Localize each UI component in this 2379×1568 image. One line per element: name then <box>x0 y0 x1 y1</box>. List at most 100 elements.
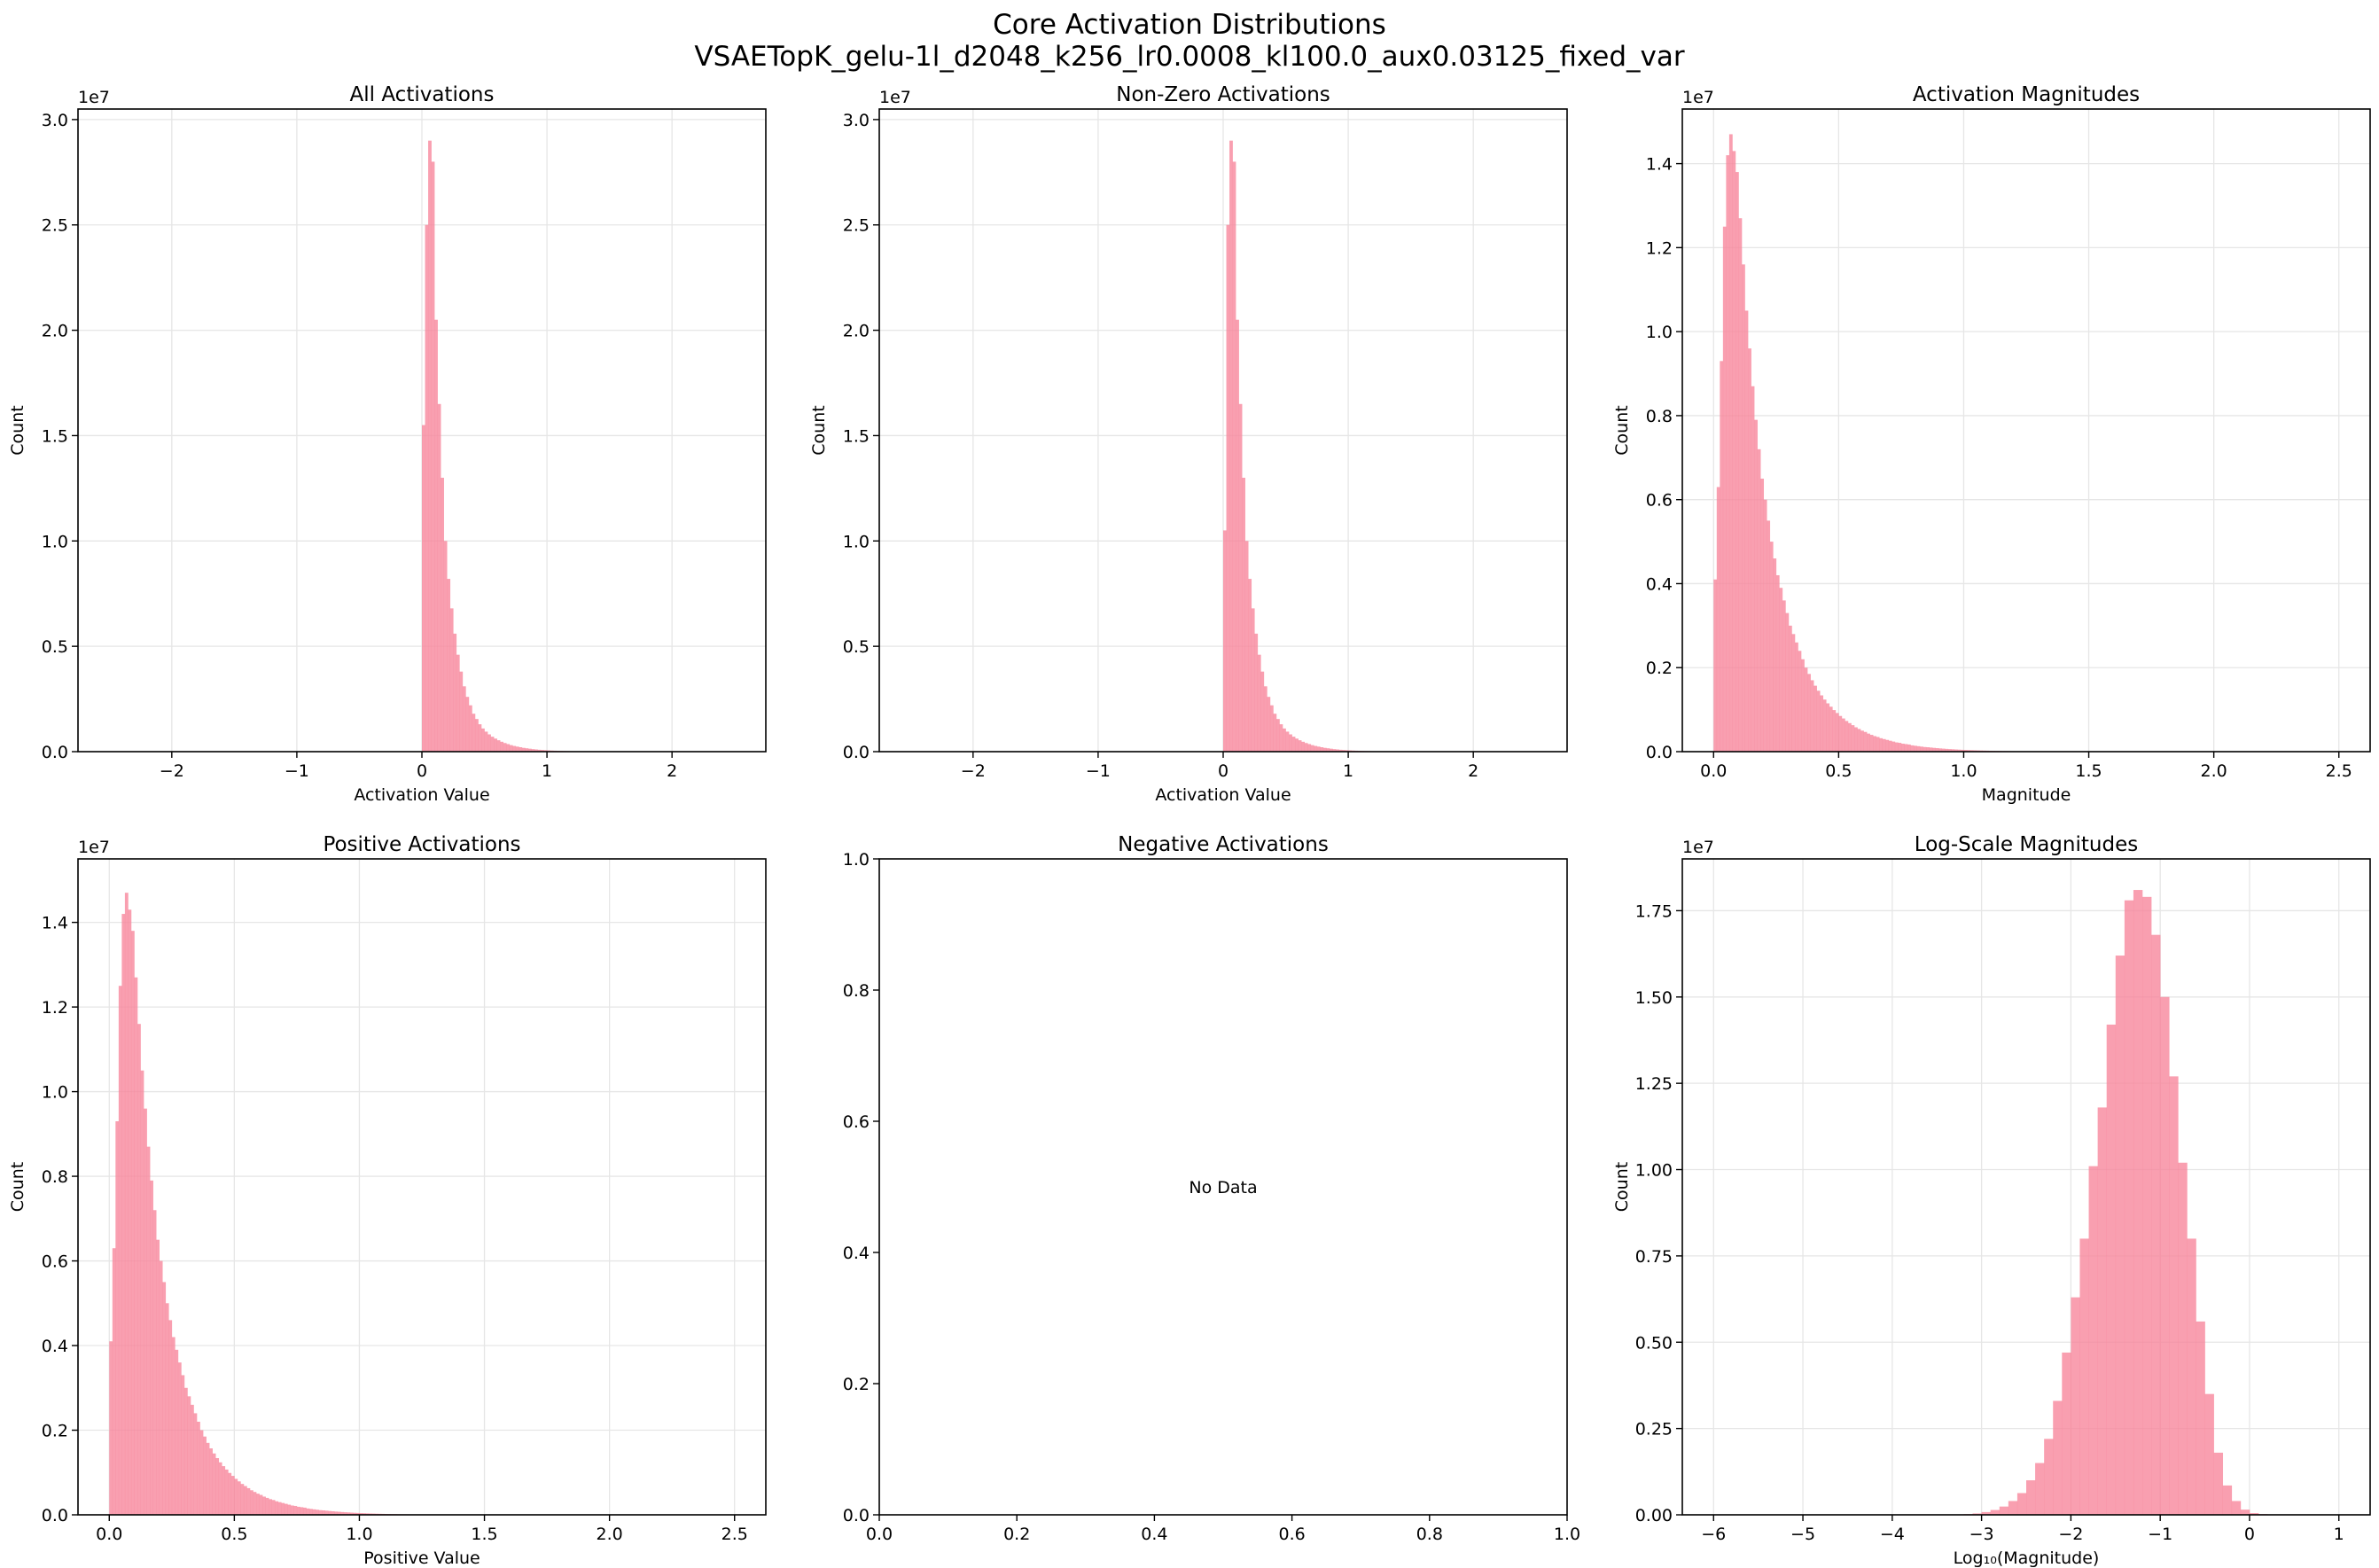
histogram-bar <box>1900 743 1905 752</box>
histogram-bar <box>494 738 497 752</box>
histogram-bar <box>171 1337 176 1515</box>
x-tick-label: −2 <box>160 761 184 781</box>
histogram-bar <box>2187 1238 2196 1515</box>
x-tick-label: 0.8 <box>1416 1525 1443 1544</box>
x-tick-label: 0 <box>2244 1525 2255 1544</box>
histogram-bar <box>1260 671 1265 752</box>
histogram-bar <box>465 697 470 752</box>
histogram-bar <box>134 977 138 1515</box>
histogram-bar <box>1788 625 1792 752</box>
histogram-bar <box>355 1512 360 1515</box>
histogram-bar <box>434 319 438 752</box>
x-tick-label: 2.0 <box>597 1525 623 1544</box>
histogram-bar <box>1269 705 1274 752</box>
histogram-bar <box>306 1508 310 1515</box>
histogram-bar <box>1763 499 1767 752</box>
histogram-bar <box>287 1504 292 1515</box>
histogram-bar <box>1716 487 1720 752</box>
histogram-bar <box>2160 996 2170 1515</box>
histogram-bar <box>2026 1480 2036 1515</box>
histogram-bar <box>359 1513 363 1515</box>
histogram-bar <box>222 1466 226 1515</box>
histogram-bar <box>2142 896 2152 1515</box>
y-tick-label: 0.4 <box>1646 574 1673 594</box>
histogram-bar <box>543 750 548 752</box>
histogram-bar <box>281 1502 285 1515</box>
x-axis-label: Activation Value <box>1155 785 1291 805</box>
histogram-bar <box>302 1507 307 1515</box>
histogram-bar <box>296 1506 300 1515</box>
histogram-bar <box>118 986 122 1515</box>
histogram-bar <box>349 1512 354 1515</box>
y-axis-label: Count <box>1612 1162 1632 1212</box>
y-tick-label: 1.0 <box>42 1083 68 1103</box>
histogram-bar <box>237 1481 241 1515</box>
histogram-bar <box>121 914 126 1515</box>
histogram-bar <box>1720 361 1724 752</box>
x-tick-label: 0.6 <box>1278 1525 1305 1544</box>
histogram-bar <box>1735 172 1739 752</box>
histogram-bar <box>1769 542 1774 752</box>
histogram-bar <box>1960 749 1964 752</box>
histogram-bar <box>137 1024 141 1515</box>
x-tick-label: 1.0 <box>346 1525 372 1544</box>
histogram-bar <box>1826 703 1830 752</box>
histogram-bar <box>224 1469 229 1515</box>
histogram-bar <box>481 728 485 752</box>
histogram-bar <box>1816 690 1821 752</box>
histogram-bar <box>1814 685 1817 752</box>
histogram-bar <box>1223 530 1227 752</box>
histogram-bar <box>1932 747 1937 752</box>
x-tick-label: −2 <box>961 761 986 781</box>
histogram-bar <box>156 1239 160 1515</box>
histogram-bar <box>250 1490 254 1515</box>
histogram-bar <box>2062 1352 2071 1515</box>
histogram-bar <box>1329 748 1333 752</box>
histogram-bar <box>1751 386 1755 752</box>
x-tick-label: 0.0 <box>96 1525 122 1544</box>
histogram-bar <box>1314 745 1318 752</box>
y-tick-label: 1.5 <box>42 426 68 446</box>
histogram-bar <box>183 1387 188 1515</box>
histogram-bar <box>1338 749 1343 752</box>
histogram-bar <box>1879 737 1884 752</box>
y-offset-label: 1e7 <box>1682 838 1714 857</box>
histogram-bar <box>262 1496 266 1515</box>
histogram-bar <box>1345 750 1349 752</box>
histogram-bar <box>115 1121 120 1515</box>
histogram-bar <box>1757 449 1761 752</box>
histogram-bar <box>1242 477 1245 752</box>
axes-frame <box>878 858 1568 1516</box>
histogram-bar <box>531 749 535 752</box>
histogram-bar <box>453 633 457 752</box>
histogram-bar <box>527 748 532 752</box>
y-tick-label: 0.4 <box>42 1337 68 1356</box>
histogram-bar <box>1904 744 1908 752</box>
y-axis-label: Count <box>809 405 829 455</box>
y-axis-label: Count <box>1612 405 1632 455</box>
histogram-bar <box>1767 520 1771 752</box>
histogram-bar <box>1279 724 1283 752</box>
histogram-bar <box>1926 747 1930 752</box>
y-tick-label: 1.25 <box>1635 1074 1673 1094</box>
subplot-title: Non-Zero Activations <box>1116 83 1330 106</box>
histogram-bar <box>1801 659 1805 752</box>
histogram-bar <box>328 1510 332 1515</box>
axes-frame <box>1681 858 2371 1516</box>
histogram-bar <box>1301 741 1306 752</box>
y-tick-label: 2.0 <box>42 322 68 341</box>
histogram-bar <box>472 714 476 752</box>
histogram-bar <box>1722 226 1727 752</box>
histogram-bar <box>2044 1439 2054 1515</box>
histogram-bar <box>203 1436 207 1515</box>
histogram-bar <box>541 750 544 752</box>
y-tick-label: 0.8 <box>42 1167 68 1187</box>
histogram-bar <box>1894 742 1899 752</box>
histogram-bar <box>2178 1162 2188 1515</box>
y-tick-label: 1.2 <box>1646 238 1673 258</box>
y-tick-label: 0.0 <box>42 743 68 762</box>
histogram-bar <box>144 1108 147 1515</box>
y-tick-label: 0.0 <box>843 1506 870 1525</box>
y-tick-label: 0.0 <box>42 1506 68 1525</box>
histogram-bar <box>478 724 482 752</box>
